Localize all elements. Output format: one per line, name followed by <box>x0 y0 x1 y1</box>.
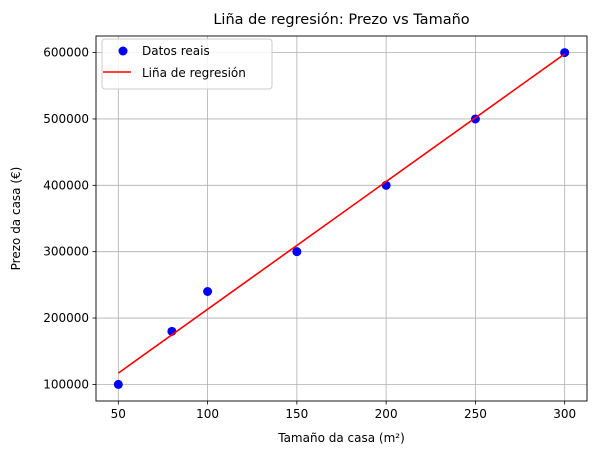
marks <box>113 48 570 389</box>
plot-frame <box>95 35 588 402</box>
x-tick-label: 250 <box>464 407 487 421</box>
y-tick-label: 300000 <box>43 245 89 259</box>
chart-title: Liña de regresión: Prezo vs Tamaño <box>213 12 469 28</box>
x-tick-label: 300 <box>553 407 576 421</box>
y-tick-label: 500000 <box>43 112 89 126</box>
legend-label-scatter: Datos reais <box>142 44 210 58</box>
y-tick-label: 400000 <box>43 178 89 192</box>
x-tick-label: 200 <box>375 407 398 421</box>
y-axis-label: Prezo da casa (€) <box>9 167 23 271</box>
data-point <box>203 287 213 296</box>
regression-line <box>117 53 566 374</box>
grid <box>96 36 587 401</box>
data-point <box>113 379 123 389</box>
data-point <box>292 247 302 257</box>
y-tick-label: 100000 <box>43 377 89 391</box>
legend-box <box>101 38 273 90</box>
x-tick-label: 100 <box>196 407 219 421</box>
legend-scatter-marker <box>118 46 128 56</box>
y-tick-label: 600000 <box>43 46 89 60</box>
x-tick-label: 50 <box>111 407 126 421</box>
y-tick-label: 200000 <box>43 311 89 325</box>
x-axis-label: Tamaño da casa (m²) <box>277 431 405 445</box>
ticks: 50 100 150 200 250 300 100000 200000 300000 40000… <box>43 46 576 421</box>
legend-label-line: Liña de regresión <box>142 66 246 80</box>
legend: Datos reais Liña de regresión <box>101 38 273 90</box>
x-tick-label: 150 <box>285 407 308 421</box>
